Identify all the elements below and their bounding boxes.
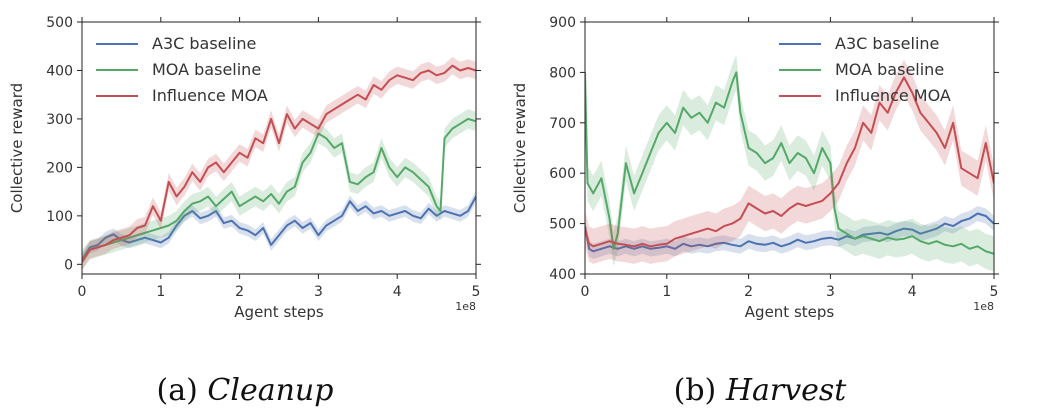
cleanup-x-tick-label: 5 <box>472 284 481 300</box>
harvest-chart: 0 1 2 3 4 5 400 500 600 700 800 900 Agent steps Colle… <box>511 15 999 321</box>
cleanup-legend-label-influence-moa: Influence MOA <box>152 86 268 105</box>
harvest-x-tick-label: 3 <box>826 284 835 300</box>
cleanup-y-tick-label: 200 <box>46 160 73 176</box>
cleanup-y-axis-label: Collective reward <box>8 83 26 213</box>
harvest-y-tick-label: 700 <box>549 116 576 132</box>
cleanup-y-tick-label: 300 <box>46 112 73 128</box>
cleanup-y-tick-label: 0 <box>64 257 73 273</box>
cleanup-caption-prefix: (a) <box>157 373 198 408</box>
cleanup-moa-baseline-band <box>82 109 476 270</box>
harvest-moa-baseline-line <box>585 71 994 255</box>
cleanup-x-tick-label: 1 <box>156 284 165 300</box>
harvest-legend-label-moa-baseline: MOA baseline <box>835 60 944 79</box>
harvest-y-axis-label: Collective reward <box>511 83 529 213</box>
harvest-y-tick-label: 600 <box>549 166 576 182</box>
harvest-legend-label-a3c-baseline: A3C baseline <box>835 34 939 53</box>
harvest-plot-area <box>585 54 994 272</box>
cleanup-y-tick-label: 100 <box>46 209 73 225</box>
harvest-caption-prefix: (b) <box>674 373 717 408</box>
harvest-x-tick-label: 5 <box>990 284 999 300</box>
harvest-y-tick-label: 400 <box>549 267 576 283</box>
cleanup-x-tick-label: 2 <box>235 284 244 300</box>
harvest-axes-frame <box>584 21 995 275</box>
cleanup-y-tick-label: 500 <box>46 15 73 31</box>
cleanup-a3c-baseline-line <box>82 196 476 261</box>
cleanup-legend-label-a3c-baseline: A3C baseline <box>152 34 256 53</box>
harvest-x-multiplier-label: 1e8 <box>973 300 994 313</box>
cleanup-legend-label-moa-baseline: MOA baseline <box>152 60 261 79</box>
harvest-x-tick-label: 2 <box>744 284 753 300</box>
harvest-legend-label-influence-moa: Influence MOA <box>835 86 951 105</box>
cleanup-caption-name: Cleanup <box>207 373 333 408</box>
harvest-y-tick-label: 800 <box>549 65 576 81</box>
harvest-a3c-baseline-line <box>585 212 994 253</box>
harvest-influence-moa-line <box>585 76 994 248</box>
cleanup-x-tick-label: 4 <box>393 284 402 300</box>
cleanup-a3c-baseline-band <box>82 190 476 266</box>
cleanup-caption: (a) Cleanup <box>157 373 334 408</box>
cleanup-plot-area <box>82 56 476 271</box>
cleanup-chart: 0 1 2 3 4 5 0 100 200 300 400 500 Agent steps Collect… <box>8 15 481 321</box>
harvest-caption-name: Harvest <box>725 373 847 408</box>
cleanup-influence-moa-line <box>82 64 476 263</box>
harvest-x-tick-label: 1 <box>662 284 671 300</box>
cleanup-x-axis-label: Agent steps <box>234 303 324 321</box>
cleanup-x-tick-label: 0 <box>78 284 87 300</box>
harvest-x-tick-label: 0 <box>581 284 590 300</box>
cleanup-x-tick-label: 3 <box>314 284 323 300</box>
cleanup-moa-baseline-line <box>82 117 476 261</box>
harvest-caption: (b) Harvest <box>674 373 848 408</box>
harvest-influence-moa-band <box>585 59 994 264</box>
harvest-y-tick-label: 500 <box>549 217 576 233</box>
cleanup-x-multiplier-label: 1e8 <box>455 300 476 313</box>
harvest-x-tick-label: 4 <box>908 284 917 300</box>
cleanup-influence-moa-band <box>82 56 476 271</box>
cleanup-y-tick-label: 400 <box>46 63 73 79</box>
harvest-x-axis-label: Agent steps <box>745 303 835 321</box>
cleanup-axes-frame <box>81 21 477 275</box>
harvest-y-tick-label: 900 <box>549 15 576 31</box>
